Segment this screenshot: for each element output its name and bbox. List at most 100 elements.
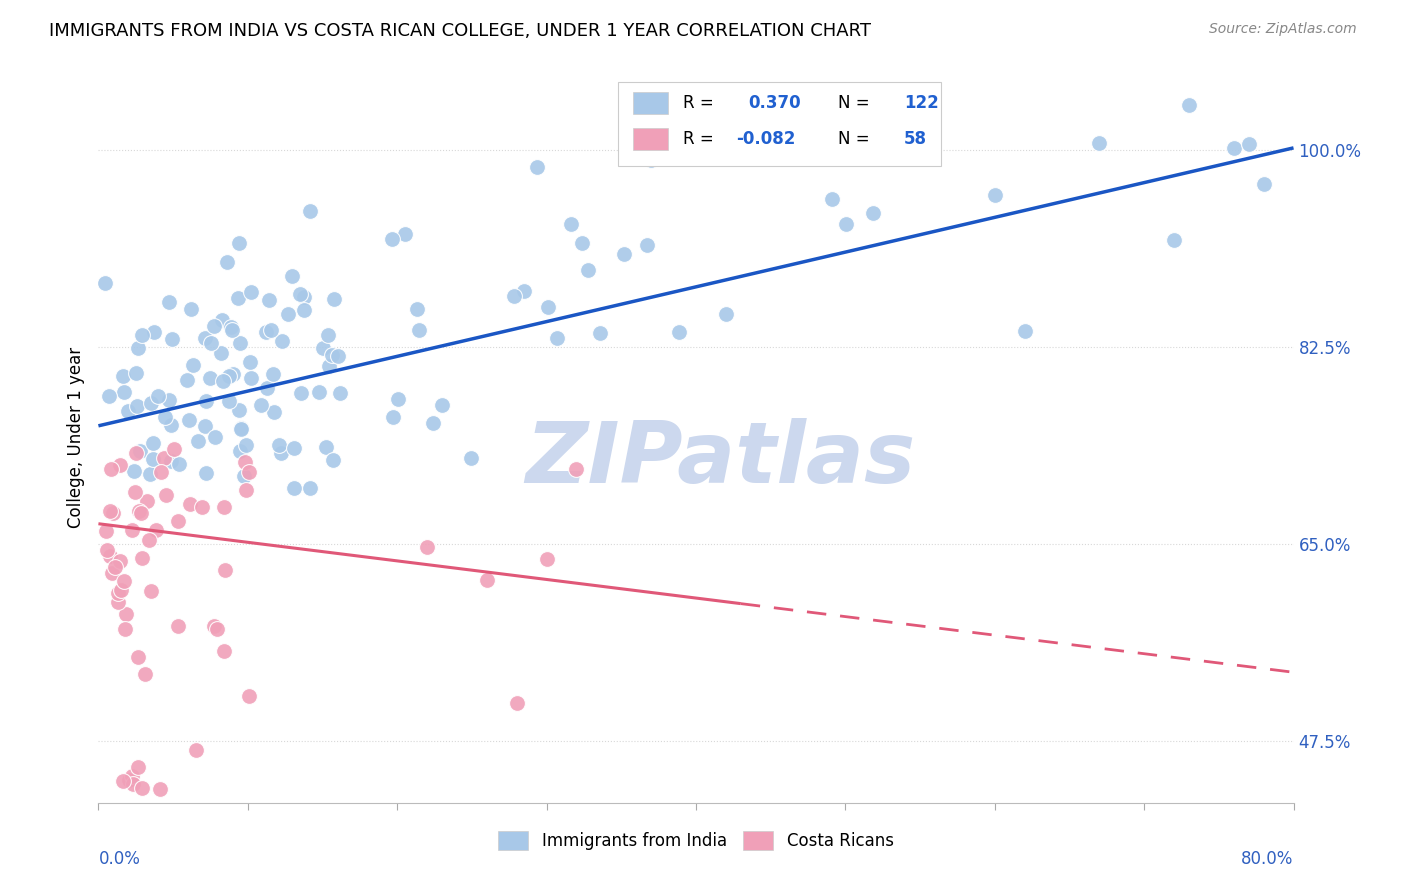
Point bbox=[98, 549, 121, 563]
Point bbox=[177, 413, 200, 427]
Text: N =: N = bbox=[838, 130, 870, 148]
Point bbox=[150, 465, 173, 479]
Point bbox=[127, 342, 149, 356]
Point bbox=[195, 466, 218, 480]
Point bbox=[115, 607, 138, 621]
Point bbox=[111, 369, 134, 384]
Text: 0.370: 0.370 bbox=[748, 94, 801, 112]
Point bbox=[526, 161, 548, 175]
Point bbox=[167, 457, 190, 471]
Point bbox=[267, 438, 290, 452]
Point bbox=[129, 443, 152, 458]
Point bbox=[387, 392, 409, 406]
Point bbox=[142, 452, 165, 467]
Text: 58: 58 bbox=[904, 130, 927, 148]
Point bbox=[125, 446, 148, 460]
Point bbox=[214, 563, 236, 577]
Point bbox=[204, 429, 226, 443]
Point bbox=[1223, 141, 1246, 155]
Point bbox=[294, 290, 316, 304]
Point bbox=[128, 504, 150, 518]
Point bbox=[101, 566, 124, 580]
Point bbox=[163, 442, 186, 456]
Point bbox=[326, 349, 349, 363]
Point bbox=[239, 285, 262, 300]
Point bbox=[139, 584, 162, 599]
Point bbox=[135, 494, 157, 508]
Point bbox=[212, 644, 235, 658]
Point bbox=[100, 462, 122, 476]
Point bbox=[1088, 136, 1111, 150]
Point bbox=[121, 768, 143, 782]
Point bbox=[299, 204, 322, 219]
Point bbox=[122, 776, 145, 790]
Point bbox=[176, 373, 198, 387]
Point bbox=[270, 446, 292, 460]
Point bbox=[167, 514, 190, 528]
Point bbox=[318, 359, 340, 373]
Point bbox=[221, 323, 243, 337]
Point bbox=[101, 506, 124, 520]
Point bbox=[312, 341, 335, 355]
Point bbox=[148, 389, 170, 403]
Point bbox=[228, 403, 250, 417]
Point bbox=[131, 506, 153, 520]
FancyBboxPatch shape bbox=[633, 92, 668, 114]
Point bbox=[394, 227, 416, 241]
Point bbox=[256, 381, 278, 395]
Point bbox=[108, 458, 131, 472]
Point bbox=[96, 524, 118, 538]
Point bbox=[506, 696, 529, 710]
Point bbox=[571, 235, 593, 250]
Point bbox=[238, 689, 260, 703]
Point bbox=[138, 533, 160, 548]
Point bbox=[259, 323, 281, 337]
Point bbox=[321, 348, 343, 362]
Point bbox=[125, 399, 148, 413]
Point bbox=[157, 294, 180, 309]
Text: ZIPatlas: ZIPatlas bbox=[524, 417, 915, 500]
Point bbox=[513, 284, 536, 298]
Point bbox=[322, 452, 344, 467]
Point bbox=[229, 420, 252, 434]
Point bbox=[160, 454, 183, 468]
Point bbox=[283, 441, 305, 455]
Point bbox=[292, 303, 315, 318]
Point bbox=[271, 334, 294, 349]
Point bbox=[114, 622, 136, 636]
Point bbox=[212, 374, 235, 388]
Point bbox=[131, 781, 153, 796]
Point bbox=[1178, 98, 1201, 112]
Point bbox=[1237, 136, 1260, 151]
Point bbox=[315, 440, 337, 454]
Text: 122: 122 bbox=[904, 94, 939, 112]
Point bbox=[254, 325, 277, 339]
Point bbox=[576, 263, 599, 277]
Point bbox=[262, 367, 284, 381]
Point bbox=[250, 398, 273, 412]
Point bbox=[323, 292, 346, 306]
Point bbox=[460, 450, 482, 465]
Point bbox=[212, 500, 235, 515]
Point bbox=[118, 772, 141, 787]
Point bbox=[668, 325, 690, 339]
Point bbox=[422, 416, 444, 430]
Point bbox=[155, 409, 177, 424]
Point bbox=[235, 455, 257, 469]
Point bbox=[613, 247, 636, 261]
Point bbox=[112, 574, 135, 588]
Point bbox=[1014, 324, 1036, 338]
Point bbox=[502, 288, 524, 302]
Point bbox=[138, 467, 160, 481]
FancyBboxPatch shape bbox=[633, 128, 668, 151]
Point bbox=[205, 622, 228, 636]
Point bbox=[195, 394, 218, 409]
Point bbox=[104, 560, 127, 574]
Point bbox=[125, 367, 148, 381]
Point bbox=[231, 422, 253, 436]
Point bbox=[408, 322, 430, 336]
Point bbox=[430, 398, 453, 412]
Point bbox=[218, 368, 240, 383]
Point bbox=[183, 358, 205, 372]
Point bbox=[589, 326, 612, 341]
